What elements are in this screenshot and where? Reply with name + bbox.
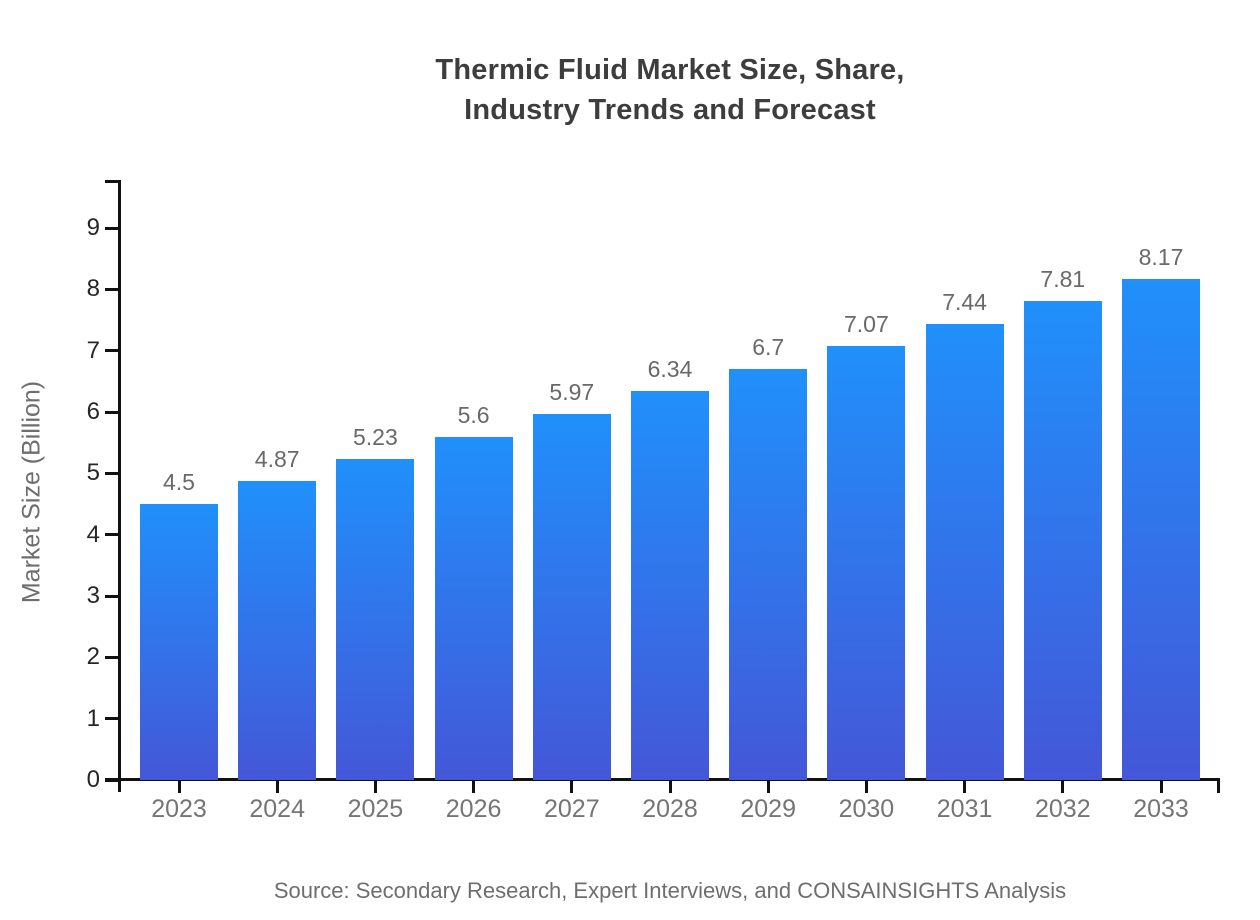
bar (336, 459, 415, 780)
y-tick (105, 533, 120, 537)
y-tick-label: 4 (86, 520, 100, 548)
x-tick (766, 780, 770, 793)
bar-value-label: 4.5 (163, 469, 195, 495)
x-tick-label: 2029 (740, 795, 796, 823)
x-tick (963, 780, 967, 793)
x-tick (373, 780, 377, 793)
x-tick (472, 780, 476, 793)
x-tick-label: 2027 (543, 795, 600, 823)
x-tick (177, 780, 181, 793)
y-tick (105, 778, 120, 782)
bar-value-label: 8.17 (1138, 243, 1184, 270)
y-tick (105, 226, 120, 230)
bar (1023, 301, 1102, 780)
x-tick-label: 2031 (936, 795, 993, 823)
x-tick-label: 2032 (1034, 795, 1091, 823)
bar (925, 323, 1004, 780)
bar (631, 391, 709, 780)
x-tick (1061, 780, 1065, 793)
x-axis-end-cap (1217, 778, 1220, 793)
bar-value-label: 7.81 (1040, 266, 1086, 292)
y-tick-label: 0 (86, 766, 100, 793)
bar-value-label: 4.87 (254, 446, 300, 473)
bar-value-label: 6.7 (752, 334, 785, 361)
bar-value-label: 7.07 (844, 311, 889, 338)
y-tick (105, 287, 120, 291)
x-tick (570, 780, 574, 793)
bar (827, 346, 906, 780)
x-tick-label: 2025 (347, 795, 404, 823)
x-tick (668, 780, 672, 793)
bar (729, 369, 808, 780)
bar (434, 436, 513, 780)
source-caption: Source: Secondary Research, Expert Inter… (273, 878, 1067, 903)
bar (1122, 278, 1200, 780)
y-tick-label: 9 (86, 214, 100, 242)
x-tick (1159, 780, 1163, 793)
y-tick-label: 6 (86, 398, 100, 426)
bar-value-label: 5.23 (353, 424, 398, 451)
bar (238, 481, 317, 780)
chart-title: Thermic Fluid Market Size, Share, Indust… (120, 50, 1220, 130)
y-tick (105, 471, 120, 475)
bar-value-label: 6.34 (647, 356, 693, 383)
bar (532, 413, 611, 780)
y-axis-top-cap (105, 180, 121, 183)
y-tick (105, 410, 120, 414)
bar-value-label: 7.44 (942, 288, 987, 315)
y-tick (105, 717, 120, 721)
x-tick-label: 2026 (445, 795, 502, 823)
chart-title-line2: Industry Trends and Forecast (464, 94, 876, 126)
y-tick-label: 5 (86, 459, 100, 487)
bar (140, 504, 218, 780)
chart-title-line1: Thermic Fluid Market Size, Share, (435, 54, 905, 86)
y-tick (105, 349, 120, 353)
y-tick (105, 594, 120, 598)
bar-value-label: 5.6 (457, 401, 490, 428)
y-tick-label: 3 (86, 582, 100, 609)
x-tick-label: 2030 (838, 795, 895, 823)
y-tick-label: 1 (86, 704, 100, 732)
x-tick (864, 780, 868, 793)
y-tick-label: 7 (86, 336, 100, 364)
y-tick (105, 655, 120, 659)
x-tick-label: 2023 (151, 795, 207, 823)
y-axis-line (118, 180, 121, 792)
x-tick-label: 2028 (642, 795, 698, 823)
y-tick-label: 2 (86, 643, 100, 671)
bar-value-label: 5.97 (549, 378, 595, 405)
x-tick-label: 2033 (1133, 795, 1189, 823)
y-tick-label: 8 (86, 275, 100, 303)
x-tick-label: 2024 (249, 795, 305, 823)
x-tick (275, 780, 279, 793)
